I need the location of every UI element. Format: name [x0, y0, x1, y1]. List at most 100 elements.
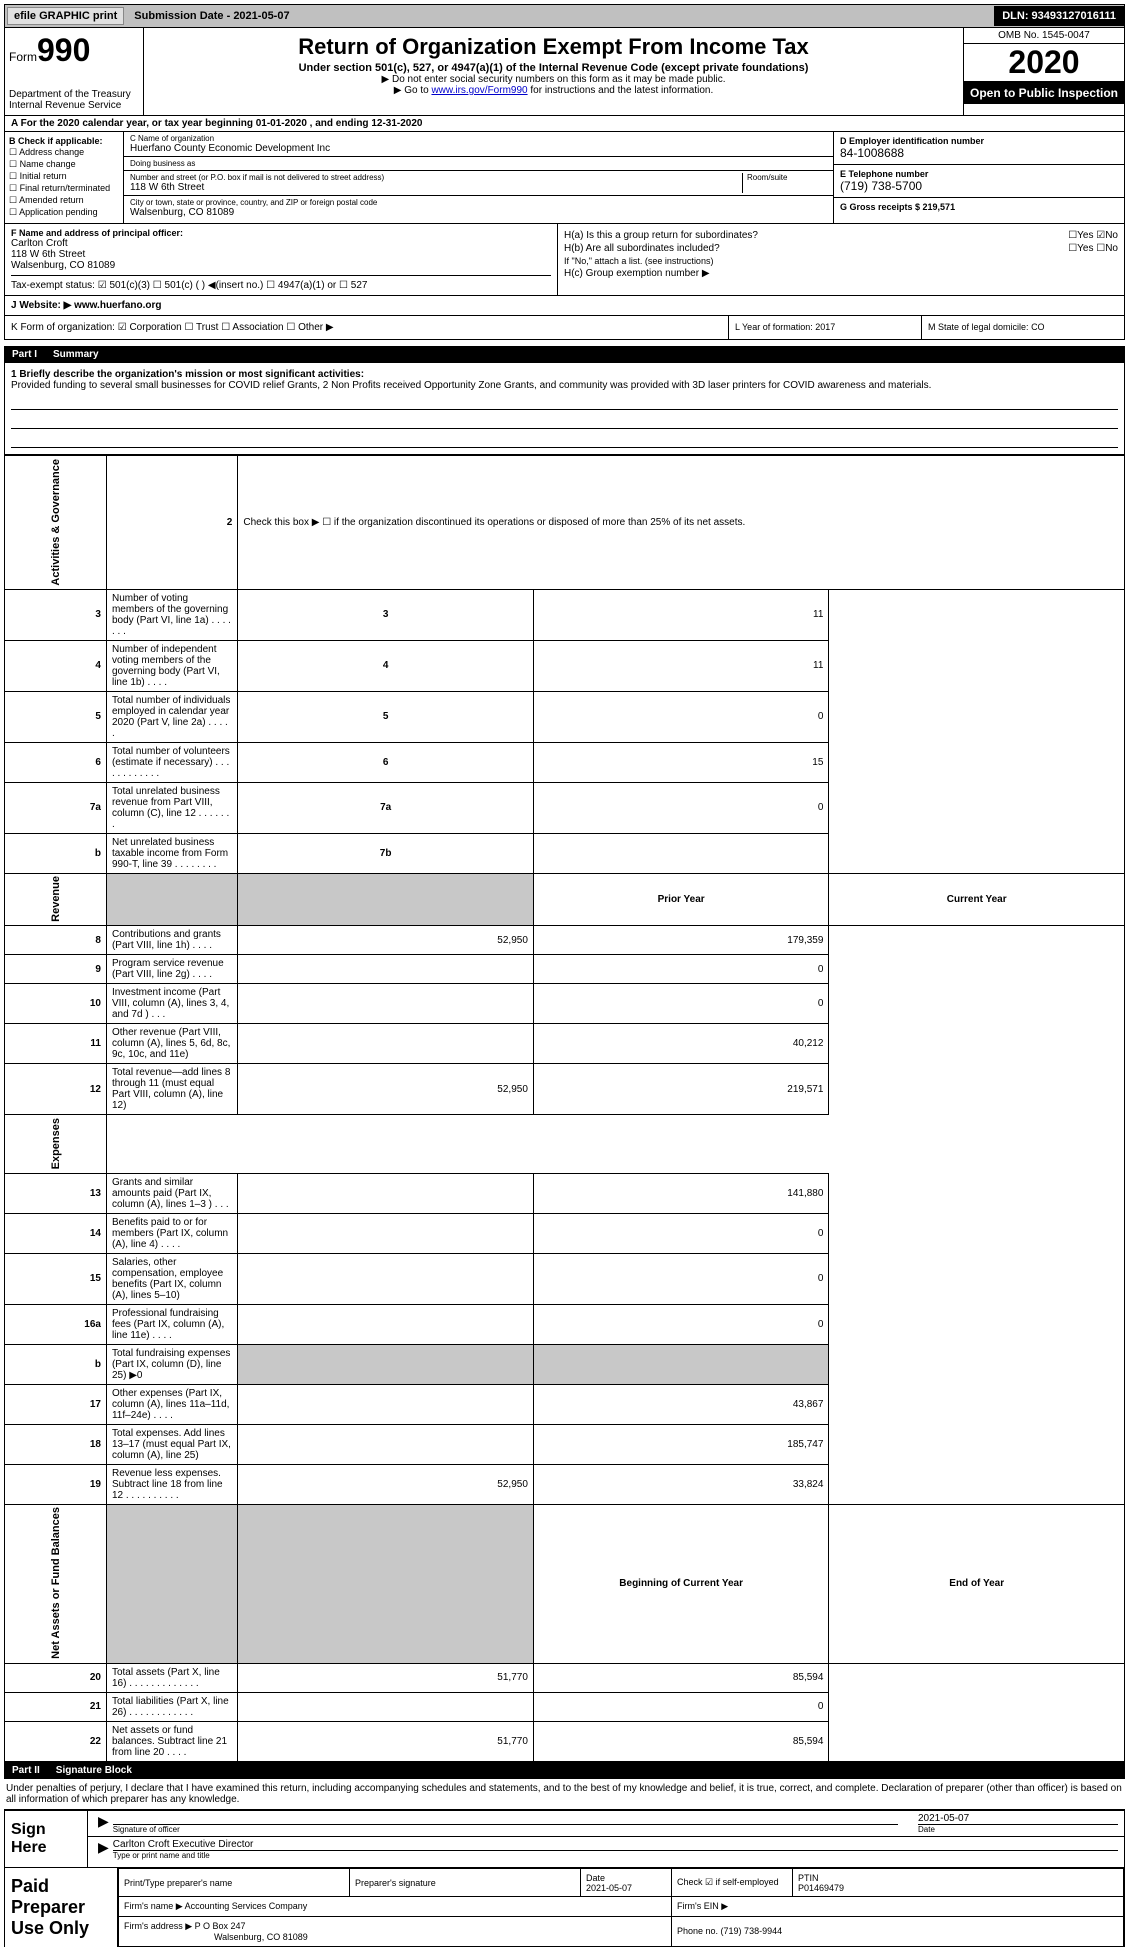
checkbox-option[interactable]: ☐ Initial return: [9, 171, 119, 182]
side-netassets: Net Assets or Fund Balances: [5, 1504, 107, 1663]
line-2-desc: Check this box ▶ ☐ if the organization d…: [238, 456, 1125, 590]
dln-label: DLN: 93493127016111: [994, 6, 1124, 26]
officer-name: Carlton Croft: [11, 238, 551, 249]
note2-post: for instructions and the latest informat…: [528, 85, 714, 96]
preparer-table: Print/Type preparer's name Preparer's si…: [118, 1868, 1124, 1947]
current-year-header: Current Year: [829, 873, 1125, 926]
box-b: B Check if applicable: ☐ Address change☐…: [5, 132, 124, 223]
mission-text: Provided funding to several small busine…: [11, 380, 1118, 391]
tax-status-label: Tax-exempt status:: [11, 280, 95, 291]
hb-label: H(b) Are all subordinates included?: [564, 243, 720, 254]
table-row: 22Net assets or fund balances. Subtract …: [5, 1721, 1125, 1761]
table-row: 4Number of independent voting members of…: [5, 640, 1125, 691]
side-expenses: Expenses: [5, 1115, 107, 1173]
omb-number: OMB No. 1545-0047: [964, 28, 1124, 44]
table-row: 17Other expenses (Part IX, column (A), l…: [5, 1384, 1125, 1424]
state-domicile: M State of legal domicile: CO: [922, 316, 1124, 339]
sig-date-label: Date: [918, 1824, 1118, 1834]
ptin-label: PTIN: [798, 1873, 1118, 1883]
table-row: 16aProfessional fundraising fees (Part I…: [5, 1304, 1125, 1344]
sign-here-label: Sign Here: [5, 1811, 88, 1867]
dept-label: Department of the Treasury Internal Reve…: [9, 89, 139, 111]
city-label: City or town, state or province, country…: [130, 198, 827, 207]
l-val: 2017: [815, 322, 835, 332]
box-f: F Name and address of principal officer:…: [5, 224, 558, 295]
firm-ein-label: Firm's EIN ▶: [672, 1897, 1124, 1916]
form-org: K Form of organization: ☑ Corporation ☐ …: [5, 316, 729, 339]
efile-print-button[interactable]: efile GRAPHIC print: [7, 7, 124, 25]
hc-label: H(c) Group exemption number ▶: [564, 268, 1118, 279]
street-label: Number and street (or P.O. box if mail i…: [130, 173, 738, 182]
ha-label: H(a) Is this a group return for subordin…: [564, 230, 758, 241]
top-bar: efile GRAPHIC print Submission Date - 20…: [4, 4, 1125, 28]
sig-date: 2021-05-07: [918, 1813, 1118, 1824]
table-row: 11Other revenue (Part VIII, column (A), …: [5, 1024, 1125, 1064]
prep-sig-label: Preparer's signature: [355, 1878, 575, 1888]
firm-addr2: Walsenburg, CO 81089: [214, 1932, 308, 1942]
form-header: Form990 Department of the Treasury Inter…: [4, 28, 1125, 116]
paid-preparer-label: Paid Preparer Use Only: [5, 1868, 118, 1947]
year-formation: L Year of formation: 2017: [729, 316, 922, 339]
table-row: 3Number of voting members of the governi…: [5, 589, 1125, 640]
website-label: J Website: ▶: [11, 300, 71, 311]
m-label: M State of legal domicile:: [928, 322, 1031, 332]
hb-note: If "No," attach a list. (see instruction…: [564, 256, 1118, 266]
note-ssn: ▶ Do not enter social security numbers o…: [148, 74, 959, 85]
ha-answer: ☐Yes ☑No: [1068, 230, 1118, 241]
sig-name-label: Type or print name and title: [113, 1850, 1118, 1860]
header-left: Form990 Department of the Treasury Inter…: [5, 28, 144, 115]
table-row: 9Program service revenue (Part VIII, lin…: [5, 955, 1125, 984]
website-row: J Website: ▶ www.huerfano.org: [4, 296, 1125, 316]
ein-label: D Employer identification number: [840, 136, 1118, 146]
checkbox-option[interactable]: ☐ Address change: [9, 147, 119, 158]
officer-addr2: Walsenburg, CO 81089: [11, 260, 551, 271]
table-row: 7aTotal unrelated business revenue from …: [5, 782, 1125, 833]
dba-label: Doing business as: [130, 159, 827, 168]
hb-answer: ☐Yes ☐No: [1068, 243, 1118, 254]
table-row: 14Benefits paid to or for members (Part …: [5, 1213, 1125, 1253]
firm-addr1: P O Box 247: [195, 1921, 246, 1931]
box-h: H(a) Is this a group return for subordin…: [558, 224, 1124, 295]
arrow-icon: ▶: [94, 1813, 113, 1834]
row-a-period: A For the 2020 calendar year, or tax yea…: [4, 116, 1125, 132]
part1-num: Part I: [12, 349, 37, 360]
part2-num: Part II: [12, 1765, 40, 1776]
box-b-label: B Check if applicable:: [9, 136, 119, 146]
section-bcd: B Check if applicable: ☐ Address change☐…: [4, 132, 1125, 224]
section-fhg: F Name and address of principal officer:…: [4, 224, 1125, 296]
inspection-label: Open to Public Inspection: [964, 82, 1124, 104]
part1-header: Part I Summary: [4, 346, 1125, 363]
l-label: L Year of formation:: [735, 322, 815, 332]
org-name: Huerfano County Economic Development Inc: [130, 143, 827, 154]
prep-name-label: Print/Type preparer's name: [124, 1878, 344, 1888]
table-row: 6Total number of volunteers (estimate if…: [5, 742, 1125, 782]
checkbox-option[interactable]: ☐ Amended return: [9, 195, 119, 206]
irs-link[interactable]: www.irs.gov/Form990: [431, 85, 527, 96]
checkbox-option[interactable]: ☐ Name change: [9, 159, 119, 170]
mission-label: 1 Briefly describe the organization's mi…: [11, 369, 1118, 380]
ptin-value: P01469479: [798, 1883, 1118, 1893]
note-link: ▶ Go to www.irs.gov/Form990 for instruct…: [148, 85, 959, 96]
phone-value: (719) 738-5700: [840, 179, 1118, 193]
checkbox-option[interactable]: ☐ Final return/terminated: [9, 183, 119, 194]
table-row: 18Total expenses. Add lines 13–17 (must …: [5, 1424, 1125, 1464]
prior-year-header: Prior Year: [533, 873, 829, 926]
m-val: CO: [1031, 322, 1045, 332]
header-right: OMB No. 1545-0047 2020 Open to Public In…: [963, 28, 1124, 115]
side-revenue: Revenue: [5, 873, 107, 926]
officer-addr1: 118 W 6th Street: [11, 249, 551, 260]
prep-date-label: Date: [586, 1873, 666, 1883]
checkbox-option[interactable]: ☐ Application pending: [9, 207, 119, 218]
submission-date: Submission Date - 2021-05-07: [126, 10, 297, 22]
city-value: Walsenburg, CO 81089: [130, 207, 827, 218]
line-2-num: 2: [106, 456, 237, 590]
sig-officer-label: Signature of officer: [113, 1824, 898, 1834]
firm-name-label: Firm's name ▶: [124, 1901, 183, 1911]
summary-table: Activities & Governance 2 Check this box…: [4, 455, 1125, 1762]
name-label: C Name of organization: [130, 134, 827, 143]
firm-phone-label: Phone no.: [677, 1926, 721, 1936]
firm-phone: (719) 738-9944: [721, 1926, 783, 1936]
firm-addr-label: Firm's address ▶: [124, 1921, 192, 1931]
ein-value: 84-1008688: [840, 146, 1118, 160]
gross-label: G Gross receipts $ 219,571: [840, 202, 1118, 212]
